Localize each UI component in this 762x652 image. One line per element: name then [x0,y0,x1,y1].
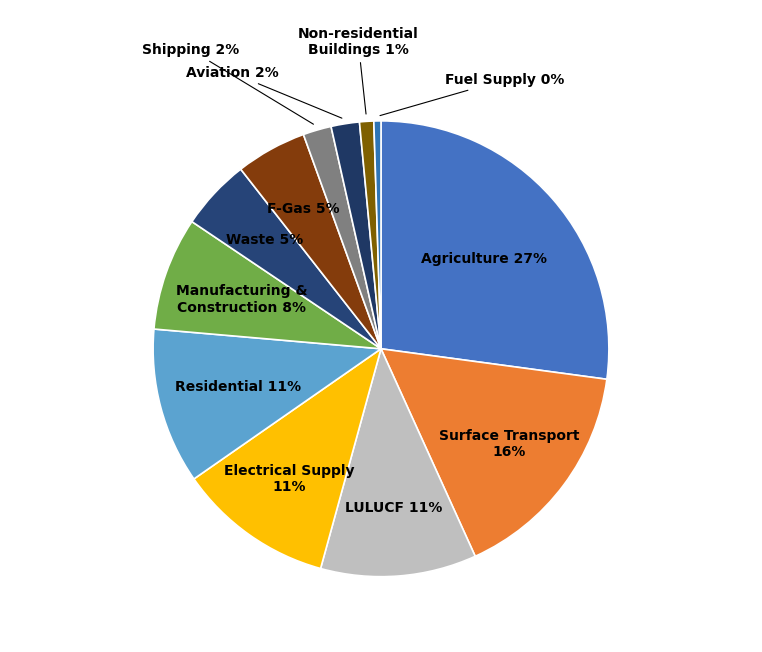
Text: LULUCF 11%: LULUCF 11% [345,501,442,515]
Text: Aviation 2%: Aviation 2% [186,66,342,118]
Text: Agriculture 27%: Agriculture 27% [421,252,547,266]
Wedge shape [381,349,607,556]
Wedge shape [192,169,381,349]
Text: Shipping 2%: Shipping 2% [142,43,313,125]
Wedge shape [374,121,381,349]
Text: Fuel Supply 0%: Fuel Supply 0% [380,73,564,115]
Wedge shape [303,126,381,349]
Wedge shape [321,349,475,576]
Text: Electrical Supply
11%: Electrical Supply 11% [223,464,354,494]
Wedge shape [360,121,381,349]
Wedge shape [194,349,381,569]
Text: Residential 11%: Residential 11% [174,380,301,394]
Text: Waste 5%: Waste 5% [226,233,303,247]
Wedge shape [153,329,381,479]
Wedge shape [331,122,381,349]
Wedge shape [241,134,381,349]
Wedge shape [154,222,381,349]
Wedge shape [381,121,609,379]
Text: Manufacturing &
Construction 8%: Manufacturing & Construction 8% [175,284,307,314]
Text: F-Gas 5%: F-Gas 5% [267,202,340,216]
Text: Surface Transport
16%: Surface Transport 16% [439,429,579,459]
Text: Non-residential
Buildings 1%: Non-residential Buildings 1% [298,27,418,114]
